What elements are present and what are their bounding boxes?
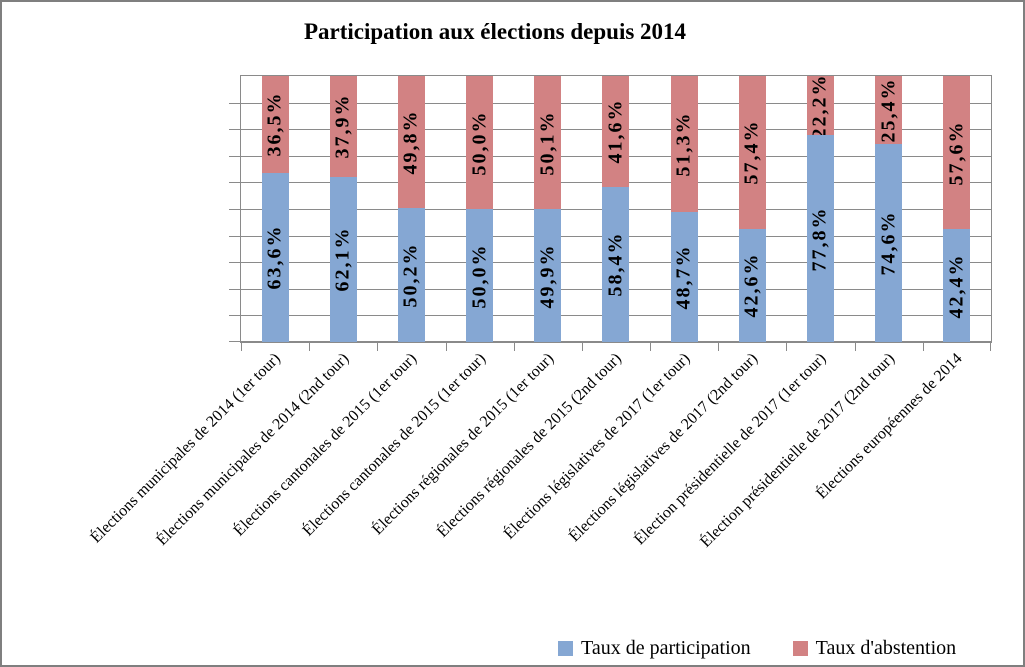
bar-segment-participation: 58,4% [602,186,630,342]
bar-segment-participation: 77,8% [806,135,834,342]
bar-segment-participation: 50,2% [397,208,425,342]
legend-swatch-abstention-icon [792,641,808,656]
bar-segment-abstention: 50,0% [466,76,494,209]
bar-segment-participation: 48,7% [670,212,698,342]
bar-segment-abstention: 50,1% [534,76,562,210]
bar-value-label-participation: 49,9% [536,243,559,309]
axis-tick [582,343,583,351]
x-axis-label: Élections municipales de 2014 (2nd tour) [153,350,353,549]
bar-value-label-abstention: 41,6% [604,98,627,164]
bars-container: 36,5% 63,6% 37,9% 62,1% 49,8% 50,2% 50,0% 50,0%… [241,73,991,342]
axis-tick [241,343,242,351]
bar-value-label-participation: 58,4% [604,231,627,297]
legend-label-participation: Taux de participation [581,637,751,659]
legend: Taux de participation Taux d'abstention [558,637,956,660]
axis-tick [377,343,378,351]
bar-value-label-abstention: 22,2% [808,73,831,139]
bar-1: 36,5% 63,6% [261,76,289,342]
bar-value-label-abstention: 50,0% [468,110,491,175]
bar-segment-abstention: 57,6% [943,76,971,230]
bar-value-label-abstention: 37,9% [331,93,354,159]
axis-tick [990,343,991,351]
axis-tick [650,343,651,351]
x-axis-label: Élections européennes de 2014 [813,350,966,503]
bar-10: 25,4% 74,6% [875,76,903,342]
bar-value-label-participation: 42,4% [945,253,968,319]
legend-label-abstention: Taux d'abstention [815,637,957,659]
bar-7: 51,3% 48,7% [670,76,698,342]
bar-value-label-participation: 62,1% [331,226,354,292]
x-axis-label: Élections municipales de 2014 (1er tour) [87,350,285,547]
bar-value-label-abstention: 25,4% [877,77,900,143]
bar-segment-participation: 49,9% [534,209,562,342]
bar-segment-participation: 42,4% [943,229,971,342]
bar-segment-participation: 62,1% [329,176,357,342]
x-axis-label: Élections cantonales de 2015 (1er tour) [230,350,421,540]
axis-tick [446,343,447,351]
x-axis-label: Élections régionales de 2015 (1er tour) [368,350,557,539]
x-axis-label: Élections législatives de 2017 (2nd tour… [566,350,762,546]
bar-segment-participation: 63,6% [261,172,289,342]
bar-6: 41,6% 58,4% [602,76,630,342]
x-axis-label: Élections législatives de 2017 (1er tour… [500,350,694,543]
bar-value-label-abstention: 49,8% [399,109,422,175]
bar-value-label-participation: 74,6% [877,210,900,276]
legend-item-participation: Taux de participation [558,637,751,660]
bar-segment-abstention: 41,6% [602,76,630,187]
bar-value-label-participation: 77,8% [808,206,831,272]
bar-value-label-abstention: 36,5% [263,91,286,157]
bar-5: 50,1% 49,9% [534,76,562,342]
plot-area: 36,5% 63,6% 37,9% 62,1% 49,8% 50,2% 50,0% 50,0%… [229,73,992,351]
bar-segment-participation: 42,6% [738,228,766,342]
axis-tick [718,343,719,351]
bar-value-label-abstention: 51,3% [672,111,695,177]
axis-tick [855,343,856,351]
bar-segment-participation: 50,0% [466,209,494,342]
x-axis-label: Élection présidentielle de 2017 (1er tou… [631,350,830,549]
bar-value-label-abstention: 57,4% [740,119,763,185]
legend-item-abstention: Taux d'abstention [792,637,957,660]
bar-4: 50,0% 50,0% [466,76,494,342]
bar-segment-abstention: 22,2% [806,73,834,139]
chart-title: Participation aux élections depuis 2014 [303,19,687,44]
bar-segment-abstention: 25,4% [875,76,903,144]
bar-segment-abstention: 36,5% [261,76,289,173]
bar-9: 22,2% 77,8% [806,73,834,342]
legend-swatch-participation-icon [558,641,573,656]
bar-2: 37,9% 62,1% [329,76,357,342]
bar-value-label-abstention: 57,6% [945,120,968,186]
bar-11: 57,6% 42,4% [943,76,971,342]
x-axis-label: Élections régionales de 2015 (2nd tour) [434,350,626,541]
bar-value-label-participation: 50,2% [399,242,422,308]
bar-value-label-participation: 42,6% [740,252,763,318]
x-axis-label: Élection présidentielle de 2017 (2nd tou… [696,350,898,551]
bar-segment-abstention: 57,4% [738,76,766,229]
bar-8: 57,4% 42,6% [738,76,766,342]
axis-tick [514,343,515,351]
axis-tick [923,343,924,351]
bar-3: 49,8% 50,2% [397,76,425,342]
bar-value-label-participation: 63,6% [263,224,286,290]
bar-value-label-abstention: 50,1% [536,110,559,176]
bar-segment-abstention: 37,9% [329,76,357,177]
axis-tick [309,343,310,351]
bar-segment-abstention: 49,8% [397,76,425,209]
bar-segment-abstention: 51,3% [670,76,698,213]
x-axis-label: Élections cantonales de 2015 (1er tour) [299,350,489,540]
bar-value-label-participation: 50,0% [468,243,491,308]
axis-tick [786,343,787,351]
bar-value-label-participation: 48,7% [672,244,695,310]
bar-segment-participation: 74,6% [875,143,903,342]
